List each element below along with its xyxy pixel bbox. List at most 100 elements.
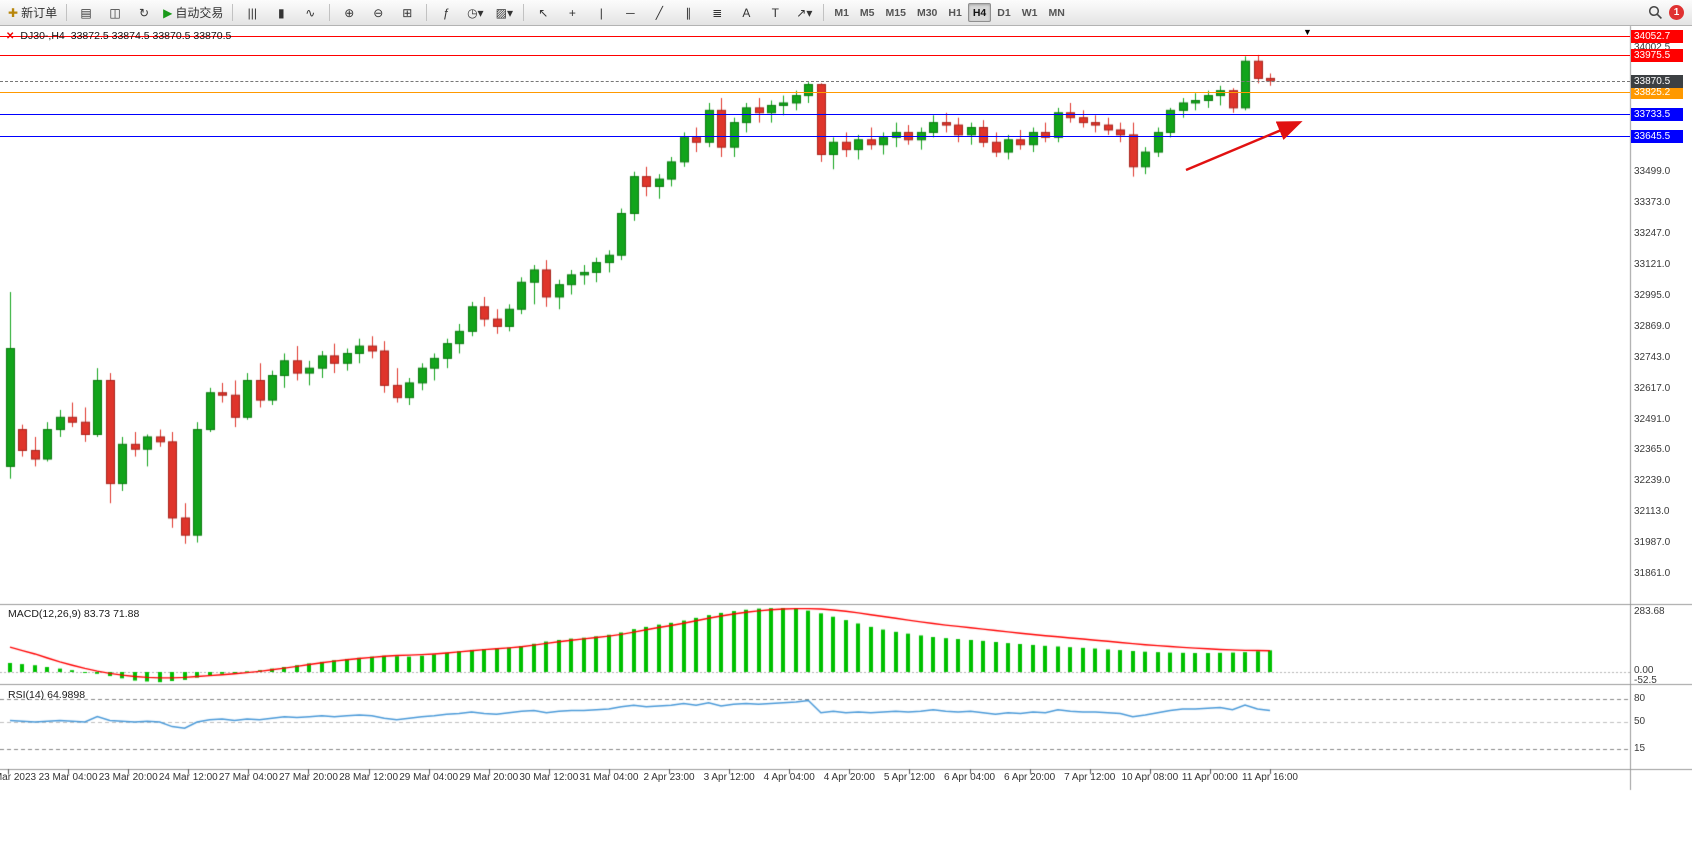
support-line-1-price-badge: 33733.5	[1631, 108, 1683, 122]
timeframe-button-m15[interactable]: M15	[885, 6, 906, 19]
time-axis-label: 23 Mar 04:00	[38, 772, 98, 783]
label-tool-button[interactable]: T	[761, 2, 789, 24]
time-axis-label: 31 Mar 04:00	[579, 772, 639, 783]
time-axis-label: 27 Mar 04:00	[218, 772, 278, 783]
new-order-button[interactable]: ✚ 新订单	[4, 2, 61, 24]
macd-scale-zero: 0.00	[1634, 665, 1654, 676]
timeframe-button-mn[interactable]: MN	[1048, 6, 1065, 19]
price-axis-label: 32617.0	[1634, 382, 1671, 394]
price-axis-label: 32995.0	[1634, 289, 1671, 301]
support-line-2[interactable]	[0, 135, 1630, 137]
toolbar-separator	[66, 4, 68, 21]
timeframe-button-d1[interactable]: D1	[997, 6, 1011, 19]
horizontal-line-tool-icon: ─	[626, 5, 635, 20]
arrows-tool-icon: ↗▾	[796, 5, 813, 20]
timeframe-button-m30[interactable]: M30	[916, 6, 938, 19]
line-chart-type-button[interactable]: ∿	[296, 2, 324, 24]
time-axis-label: 29 Mar 20:00	[459, 772, 519, 783]
timeframe-button-w1[interactable]: W1	[1021, 6, 1038, 19]
crosshair-tool-button[interactable]: +	[558, 2, 586, 24]
time-axis-label: 27 Mar 20:00	[279, 772, 338, 783]
refresh-button[interactable]: ↻	[130, 2, 158, 24]
rsi-current-value: 64.9898	[47, 689, 86, 701]
price-axis-label: 33247.0	[1634, 227, 1671, 239]
periods-dropdown-button[interactable]: ◷▾	[461, 2, 489, 24]
autotrade-button[interactable]: ▶ 自动交易	[159, 2, 227, 24]
time-axis-label: 11 Apr 00:00	[1181, 772, 1238, 783]
trendline-tool-icon: ╱	[655, 5, 663, 20]
autotrade-button-label: 自动交易	[175, 6, 224, 20]
macd-scale-min: -52.5	[1634, 675, 1657, 686]
resistance-line-2-price-badge: 33975.5	[1631, 48, 1683, 62]
resistance-line-1[interactable]	[0, 36, 1630, 37]
price-axis-label: 32239.0	[1634, 475, 1671, 487]
new-order-icon: ✚	[8, 5, 19, 20]
toolbar-buttons: ✚ 新订单 ▤ ◫ ↻ ▶ 自动交易 ||| ▮ ∿ ⊕ ⊖ ⊞ ƒ ◷▾ ▨▾ ↖ + | ─ ╱ ∥ ≣ A T ↗▾ M1 M5…	[4, 2, 1648, 24]
time-axis-label: 30 Mar 12:00	[519, 772, 579, 783]
add-indicator-icon: ƒ	[442, 5, 450, 20]
toolbar-right: 1	[1648, 5, 1688, 20]
timeframe-button-m5[interactable]: M5	[859, 6, 875, 19]
time-axis-label: 22 Mar 2023	[0, 772, 37, 783]
rsi-panel-label: RSI(14) 64.9898	[8, 689, 86, 701]
time-axis-label: 4 Apr 20:00	[823, 772, 875, 783]
trendline-tool-button[interactable]: ╱	[645, 2, 673, 24]
price-axis-label: 31861.0	[1634, 568, 1671, 580]
zoom-out-button[interactable]: ⊖	[364, 2, 392, 24]
time-axis-label: 3 Apr 12:00	[703, 772, 755, 783]
channel-tool-icon: ∥	[685, 5, 692, 20]
price-axis-label: 32491.0	[1634, 413, 1671, 425]
price-axis-label: 34002.5	[1634, 42, 1671, 54]
arrows-tool-button[interactable]: ↗▾	[790, 2, 818, 24]
rsi-level-80: 80	[1634, 693, 1646, 704]
timeframe-button-h1[interactable]: H1	[948, 6, 962, 19]
bar-chart-type-button[interactable]: |||	[238, 2, 266, 24]
notification-badge[interactable]: 1	[1669, 5, 1684, 20]
toolbar-separator	[426, 4, 428, 21]
support-line-1[interactable]	[0, 114, 1630, 116]
periods-dropdown-icon: ◷▾	[467, 5, 484, 20]
templates-dropdown-icon: ▨▾	[495, 5, 514, 20]
timeframe-button-h4[interactable]: H4	[967, 3, 992, 22]
rsi-level-15: 15	[1634, 743, 1646, 754]
cursor-tool-button[interactable]: ↖	[529, 2, 557, 24]
macd-scale-max: 283.68	[1634, 606, 1665, 617]
line-chart-type-icon: ∿	[305, 5, 316, 20]
tile-windows-button[interactable]: ⊞	[393, 2, 421, 24]
toolbar: ✚ 新订单 ▤ ◫ ↻ ▶ 自动交易 ||| ▮ ∿ ⊕ ⊖ ⊞ ƒ ◷▾ ▨▾ ↖ + | ─ ╱ ∥ ≣ A T ↗▾ M1 M5…	[0, 0, 1692, 26]
horizontal-line-tool-button[interactable]: ─	[616, 2, 644, 24]
time-axis-label: 6 Apr 04:00	[943, 772, 996, 783]
zoom-in-button[interactable]: ⊕	[335, 2, 363, 24]
toolbar-separator	[329, 4, 331, 21]
vertical-line-tool-button[interactable]: |	[587, 2, 615, 24]
chart-title: ✕ DJ30-,H4 33872.5 33874.5 33870.5 33870…	[6, 30, 231, 42]
price-axis-label: 31987.0	[1634, 537, 1671, 549]
object-anchor-icon: ✕	[6, 30, 15, 42]
add-indicator-button[interactable]: ƒ	[432, 2, 460, 24]
data-window-button[interactable]: ◫	[101, 2, 129, 24]
zoom-out-icon: ⊖	[373, 5, 384, 20]
search-icon[interactable]	[1648, 5, 1663, 20]
toolbar-separator	[823, 4, 825, 21]
chart-ohlc-values: 33872.5 33874.5 33870.5 33870.5	[70, 30, 232, 42]
pivot-line[interactable]	[0, 91, 1630, 93]
price-axis-label: 32743.0	[1634, 351, 1671, 363]
templates-dropdown-button[interactable]: ▨▾	[490, 2, 518, 24]
pivot-line-price-badge: 33825.2	[1631, 85, 1683, 99]
support-line-2-price-badge: 33645.5	[1631, 129, 1683, 143]
timeframe-button-m1[interactable]: M1	[834, 6, 849, 19]
time-axis-label: 28 Mar 12:00	[339, 772, 399, 783]
chart-shift-marker[interactable]: ▼	[1303, 27, 1312, 37]
price-axis-label: 33499.0	[1634, 165, 1671, 177]
data-window-icon: ◫	[109, 5, 121, 20]
fibonacci-tool-button[interactable]: ≣	[703, 2, 731, 24]
time-axis-label: 2 Apr 23:00	[643, 772, 695, 783]
channel-tool-button[interactable]: ∥	[674, 2, 702, 24]
resistance-line-2[interactable]	[0, 54, 1630, 56]
text-tool-button[interactable]: A	[732, 2, 760, 24]
zoom-in-icon: ⊕	[344, 5, 355, 20]
price-axis-label: 32869.0	[1634, 320, 1671, 332]
candlestick-chart-type-button[interactable]: ▮	[267, 2, 295, 24]
charts-button[interactable]: ▤	[72, 2, 100, 24]
